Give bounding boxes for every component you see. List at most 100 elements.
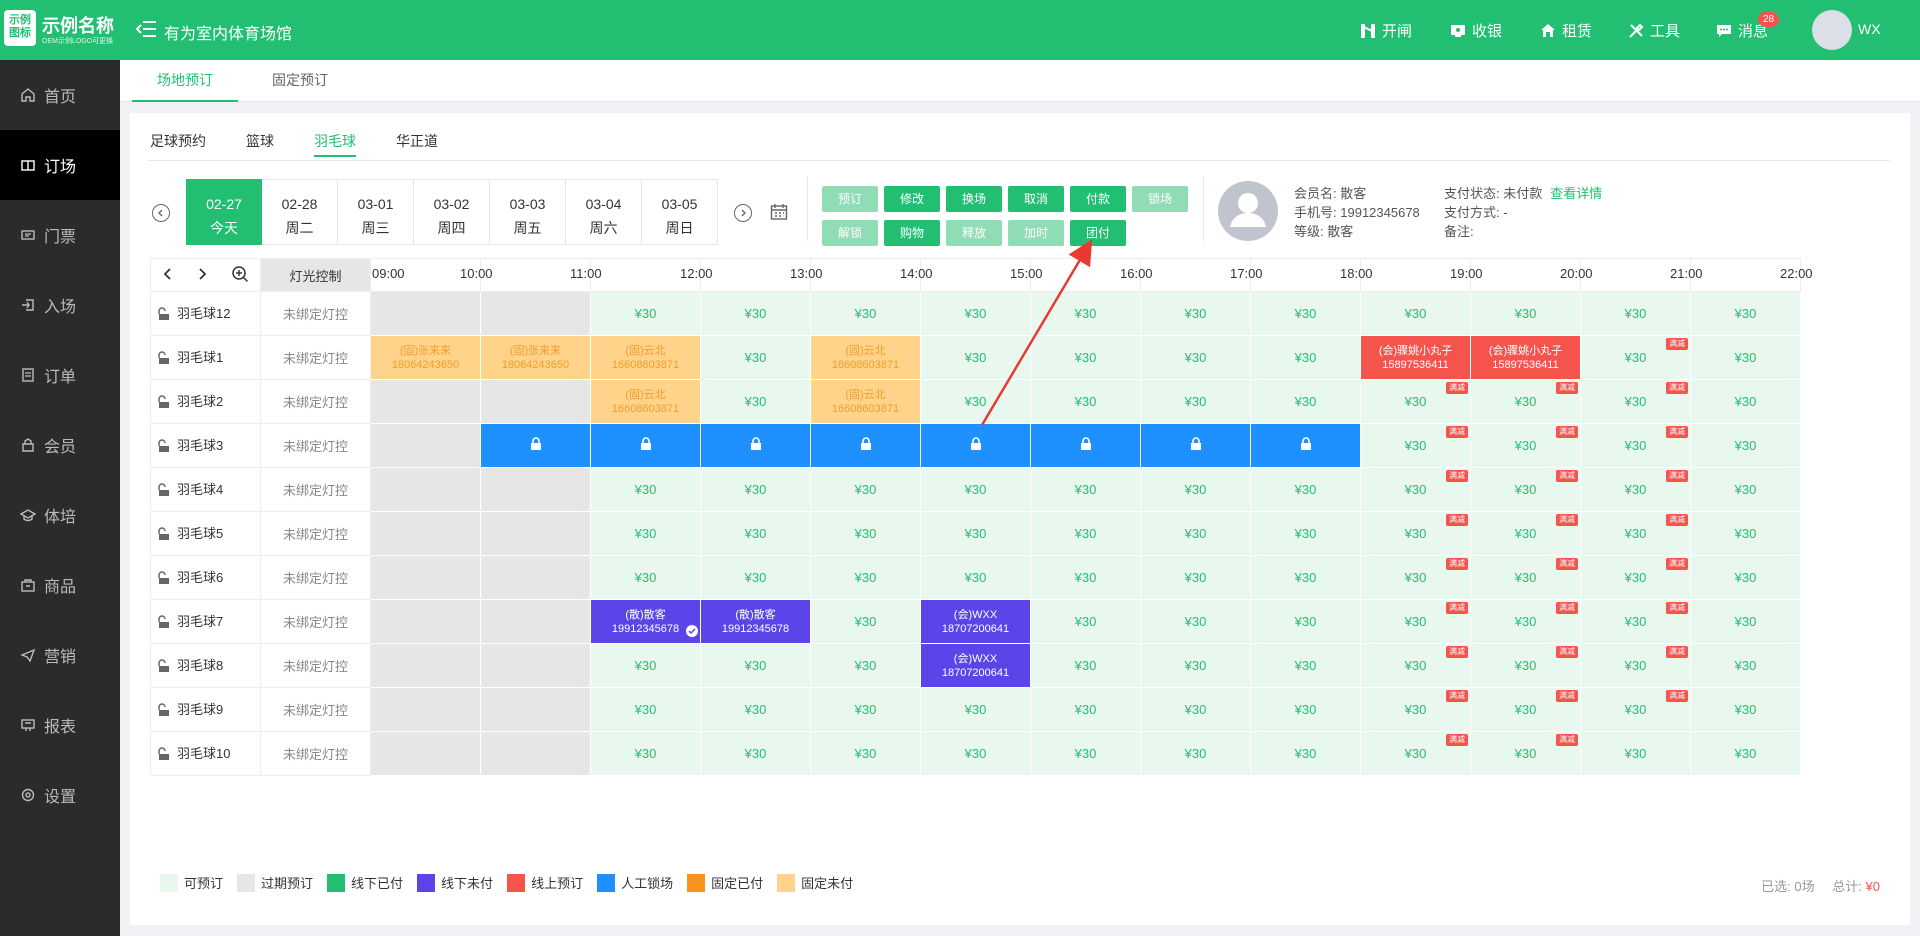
light-control-cell[interactable]: 未绑定灯控 — [260, 599, 371, 644]
unlock-icon[interactable] — [157, 306, 171, 324]
date-option[interactable]: 03-05 周日 — [642, 179, 718, 245]
slot-available[interactable]: ¥30 满减 — [1470, 687, 1581, 732]
slot-available[interactable]: ¥30 — [590, 643, 701, 688]
slot-offline-unpaid[interactable]: (散)散客 19912345678 — [590, 599, 701, 644]
slot-available[interactable]: ¥30 — [1030, 599, 1141, 644]
slot-available[interactable]: ¥30 — [1690, 555, 1801, 600]
date-option[interactable]: 03-01 周三 — [338, 179, 414, 245]
slot-available[interactable]: ¥30 — [700, 687, 811, 732]
pay-button[interactable]: 付款 — [1070, 186, 1126, 212]
slot-available[interactable]: ¥30 — [1690, 687, 1801, 732]
slot-available[interactable]: ¥30 — [1250, 731, 1361, 776]
slot-available[interactable]: ¥30 — [1140, 335, 1251, 380]
date-option[interactable]: 02-27 今天 — [186, 179, 262, 245]
slot-fixed-unpaid[interactable]: (固)云北 16608603871 — [810, 379, 921, 424]
slot-available[interactable]: ¥30 — [1030, 555, 1141, 600]
light-control-cell[interactable]: 未绑定灯控 — [260, 291, 371, 336]
slot-locked[interactable] — [1140, 423, 1251, 468]
slot-available[interactable]: ¥30 — [1030, 731, 1141, 776]
slot-available[interactable]: ¥30 — [590, 731, 701, 776]
slot-online-booking[interactable]: (会)骤姚小丸子 15897536411 — [1470, 335, 1581, 380]
date-option[interactable]: 02-28 周二 — [262, 179, 338, 245]
tab-badminton[interactable]: 羽毛球 — [314, 131, 356, 157]
scroll-right-icon[interactable] — [196, 267, 208, 284]
slot-available[interactable]: ¥30 — [1140, 599, 1251, 644]
slot-available[interactable]: ¥30 — [1140, 731, 1251, 776]
slot-available[interactable]: ¥30 — [700, 731, 811, 776]
slot-available[interactable]: ¥30 — [590, 511, 701, 556]
unlock-icon[interactable] — [157, 570, 171, 588]
slot-offline-unpaid[interactable]: (散)散客 19912345678 — [700, 599, 811, 644]
slot-available[interactable]: ¥30 — [1250, 511, 1361, 556]
sidebar-item-order[interactable]: 订单 — [0, 340, 120, 410]
sidebar-item-settings[interactable]: 设置 — [0, 760, 120, 830]
sidebar-item-member[interactable]: 会员 — [0, 410, 120, 480]
slot-available[interactable]: ¥30 — [920, 511, 1031, 556]
slot-available[interactable]: ¥30 — [1030, 643, 1141, 688]
view-details-link[interactable]: 查看详情 — [1550, 186, 1603, 201]
tab-fixed-booking[interactable]: 固定预订 — [272, 72, 328, 88]
slot-available[interactable]: ¥30 — [700, 379, 811, 424]
book-button[interactable]: 预订 — [822, 186, 878, 212]
light-control-cell[interactable]: 未绑定灯控 — [260, 379, 371, 424]
slot-available[interactable]: ¥30 满减 — [1360, 379, 1471, 424]
sidebar-item-ticket[interactable]: 门票 — [0, 200, 120, 270]
slot-available[interactable]: ¥30 — [1140, 467, 1251, 512]
sidebar-item-training[interactable]: 体培 — [0, 480, 120, 550]
light-control-cell[interactable]: 未绑定灯控 — [260, 687, 371, 732]
slot-available[interactable]: ¥30 满减 — [1360, 423, 1471, 468]
slot-available[interactable]: ¥30 — [920, 335, 1031, 380]
slot-locked[interactable] — [1250, 423, 1361, 468]
slot-available[interactable]: ¥30 满减 — [1360, 599, 1471, 644]
topnav-message[interactable]: 消息 — [1716, 20, 1768, 41]
slot-available[interactable]: ¥30 — [590, 687, 701, 732]
sidebar-item-report[interactable]: 报表 — [0, 690, 120, 760]
shop-button[interactable]: 购物 — [884, 220, 940, 246]
slot-available[interactable]: ¥30 — [1250, 687, 1361, 732]
slot-available[interactable]: ¥30 — [1470, 291, 1581, 336]
slot-available[interactable]: ¥30 — [810, 511, 921, 556]
slot-available[interactable]: ¥30 — [1030, 467, 1141, 512]
slot-available[interactable]: ¥30 满减 — [1360, 731, 1471, 776]
zoom-in-icon[interactable] — [231, 265, 249, 286]
light-control-cell[interactable]: 未绑定灯控 — [260, 423, 371, 468]
slot-available[interactable]: ¥30 — [1250, 379, 1361, 424]
slot-available[interactable]: ¥30 满减 — [1470, 731, 1581, 776]
slot-available[interactable]: ¥30 — [1140, 379, 1251, 424]
slot-available[interactable]: ¥30 — [700, 467, 811, 512]
slot-available[interactable]: ¥30 — [1140, 687, 1251, 732]
slot-available[interactable]: ¥30 — [700, 511, 811, 556]
date-option[interactable]: 03-04 周六 — [566, 179, 642, 245]
date-option[interactable]: 03-03 周五 — [490, 179, 566, 245]
slot-available[interactable]: ¥30 — [1690, 599, 1801, 644]
slot-available[interactable]: ¥30 — [810, 687, 921, 732]
slot-available[interactable]: ¥30 满减 — [1360, 511, 1471, 556]
slot-online-booking[interactable]: (会)骤姚小丸子 15897536411 — [1360, 335, 1471, 380]
slot-available[interactable]: ¥30 — [810, 599, 921, 644]
unlock-button[interactable]: 解锁 — [822, 220, 878, 246]
slot-available[interactable]: ¥30 — [1030, 511, 1141, 556]
user-avatar[interactable] — [1812, 10, 1852, 50]
slot-available[interactable]: ¥30 — [920, 687, 1031, 732]
slot-available[interactable]: ¥30 — [1690, 643, 1801, 688]
light-control-cell[interactable]: 未绑定灯控 — [260, 335, 371, 380]
date-option[interactable]: 03-02 周四 — [414, 179, 490, 245]
topnav-cashier[interactable]: 收银 — [1450, 20, 1502, 41]
topnav-gate[interactable]: 开闸 — [1360, 20, 1412, 41]
slot-available[interactable]: ¥30 — [590, 291, 701, 336]
slot-available[interactable]: ¥30 满减 — [1470, 643, 1581, 688]
slot-available[interactable]: ¥30 满减 — [1580, 335, 1691, 380]
slot-offline-unpaid[interactable]: (会)WXX 18707200641 — [920, 643, 1031, 688]
slot-available[interactable]: ¥30 — [1250, 643, 1361, 688]
prev-date-icon[interactable] — [152, 204, 170, 222]
light-control-cell[interactable]: 未绑定灯控 — [260, 467, 371, 512]
slot-available[interactable]: ¥30 — [590, 467, 701, 512]
unlock-icon[interactable] — [157, 350, 171, 368]
slot-available[interactable]: ¥30 满减 — [1580, 643, 1691, 688]
slot-available[interactable]: ¥30 — [1250, 555, 1361, 600]
cancel-button[interactable]: 取消 — [1008, 186, 1064, 212]
tab-venue-booking[interactable]: 场地预订 — [132, 60, 238, 102]
slot-available[interactable]: ¥30 — [700, 335, 811, 380]
light-control-cell[interactable]: 未绑定灯控 — [260, 511, 371, 556]
slot-available[interactable]: ¥30 满减 — [1580, 555, 1691, 600]
